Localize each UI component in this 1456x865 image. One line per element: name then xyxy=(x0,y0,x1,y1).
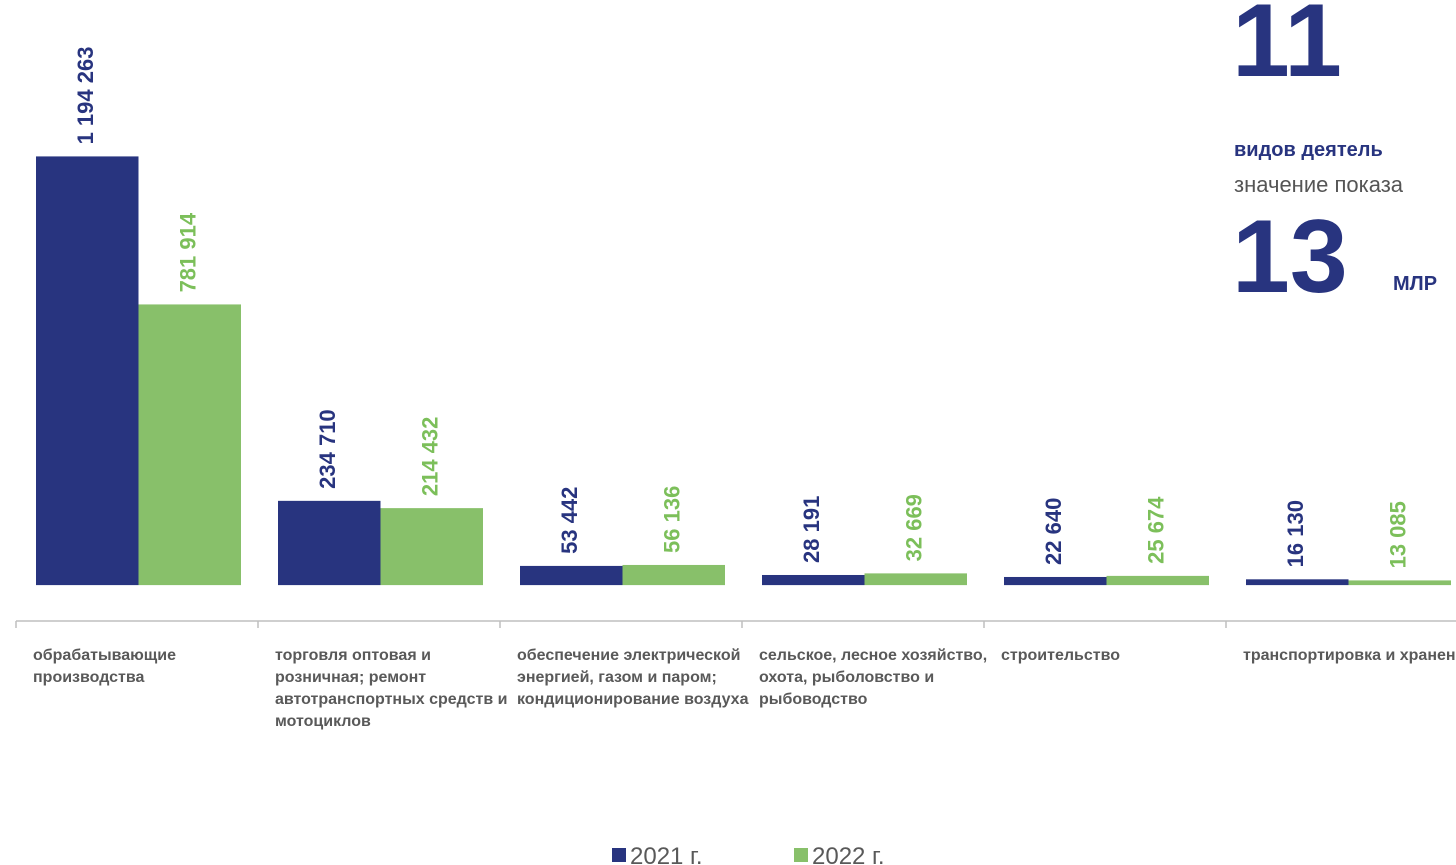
legend-swatch xyxy=(794,848,808,862)
bar xyxy=(622,564,725,586)
data-label: 234 710 xyxy=(315,409,340,489)
bar xyxy=(1348,580,1451,586)
data-label: 16 130 xyxy=(1283,500,1308,567)
data-label: 13 085 xyxy=(1386,501,1411,568)
data-label: 214 432 xyxy=(418,417,443,497)
bar xyxy=(380,508,483,586)
bar xyxy=(520,565,623,586)
bar xyxy=(138,304,241,586)
bar xyxy=(36,156,139,586)
data-label: 53 442 xyxy=(557,487,582,554)
annotation: видов деятель xyxy=(1234,139,1383,161)
legend-swatch xyxy=(612,848,626,862)
data-label: 56 136 xyxy=(660,486,685,553)
bar xyxy=(278,500,381,586)
x-tick-label: транспортировка и хранение xyxy=(1243,647,1456,664)
bar xyxy=(1004,576,1107,586)
bar xyxy=(1106,575,1209,586)
data-label: 1 194 263 xyxy=(73,47,98,145)
data-label: 28 191 xyxy=(799,496,824,563)
annotation: МЛР xyxy=(1393,273,1437,295)
bar xyxy=(1246,579,1349,586)
annotation: значение показа xyxy=(1234,172,1404,197)
big-number: 11 xyxy=(1232,0,1342,99)
data-label: 25 674 xyxy=(1144,496,1169,564)
legend-label: 2022 г. xyxy=(812,843,885,865)
data-label: 22 640 xyxy=(1041,498,1066,565)
legend-label: 2021 г. xyxy=(630,843,703,865)
big-number: 13 xyxy=(1232,199,1348,315)
x-tick-label: строительство xyxy=(1001,647,1120,664)
x-tick-label: обрабатывающие производства xyxy=(33,647,177,686)
x-tick-label: торговля оптовая и розничная; ремонт авт… xyxy=(275,647,508,730)
data-label: 32 669 xyxy=(902,494,927,561)
x-tick-label: обеспечение электрической энергией, газо… xyxy=(517,647,749,708)
data-label: 781 914 xyxy=(176,212,201,292)
bar xyxy=(864,573,967,586)
bar xyxy=(762,574,865,586)
x-tick-label: сельское, лесное хозяйство, охота, рыбол… xyxy=(759,647,988,708)
